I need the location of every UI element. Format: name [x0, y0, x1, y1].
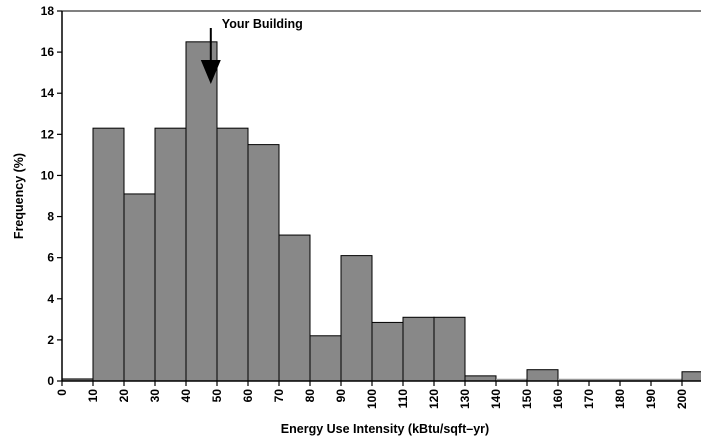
bar-40-50	[185, 41, 218, 382]
x-tick-label: 10	[86, 389, 100, 403]
x-tick-label: 140	[489, 389, 503, 409]
x-tick-label: 170	[582, 389, 596, 409]
y-tick-label: 4	[47, 292, 54, 306]
bar-20-30	[123, 193, 156, 382]
y-tick-label: 8	[47, 210, 54, 224]
x-axis-title: Energy Use Intensity (kBtu/sqft–yr)	[281, 422, 489, 436]
x-ticks-group: 0 10 20 30 40 50 60 70 80 90 100 110 120 130 140 150 160…	[55, 381, 689, 409]
x-tick-label: 100	[365, 389, 379, 409]
annotation-label: Your Building	[222, 17, 303, 31]
bar-130-140	[464, 375, 497, 382]
x-tick-label: 20	[117, 389, 131, 403]
bar-90-100	[340, 255, 373, 382]
y-axis-title: Frequency (%)	[12, 153, 26, 239]
y-tick-label: 6	[47, 251, 54, 265]
y-tick-label: 16	[41, 45, 55, 59]
bar-50-60	[216, 127, 249, 382]
bar-80-90	[309, 335, 342, 382]
x-tick-label: 120	[427, 389, 441, 409]
bar-100-110	[371, 321, 404, 382]
annotation-arrow-icon	[200, 60, 221, 84]
x-tick-label: 30	[148, 389, 162, 403]
your-building-annotation: Your Building	[200, 17, 303, 84]
x-tick-label: 90	[334, 389, 348, 403]
x-tick-label: 180	[613, 389, 627, 409]
bar-150-160	[526, 369, 559, 382]
bar-70-80	[278, 234, 311, 382]
x-tick-label: 0	[55, 389, 69, 396]
y-tick-label: 0	[47, 374, 54, 388]
x-tick-label: 50	[210, 389, 224, 403]
bar-60-70	[247, 144, 280, 382]
bar-200-more	[681, 371, 701, 382]
axes-group	[61, 10, 701, 382]
x-tick-label: 200	[675, 389, 689, 409]
y-tick-label: 10	[41, 168, 55, 182]
y-tick-label: 2	[47, 333, 54, 347]
bar-30-40	[154, 127, 187, 382]
y-tick-label: 14	[41, 86, 55, 100]
x-tick-label: 110	[396, 389, 410, 409]
x-tick-label: 80	[303, 389, 317, 403]
y-tick-label: 12	[41, 127, 55, 141]
x-tick-label: 60	[241, 389, 255, 403]
y-tick-label: 18	[41, 4, 55, 18]
x-tick-label: 130	[458, 389, 472, 409]
x-tick-label: 150	[520, 389, 534, 409]
x-tick-label: 160	[551, 389, 565, 409]
bar-110-120	[402, 316, 435, 382]
x-tick-label: 70	[272, 389, 286, 403]
x-tick-label: 40	[179, 389, 193, 403]
bar-10-20	[92, 127, 125, 382]
x-tick-label: 190	[644, 389, 658, 409]
bars-group	[61, 41, 701, 382]
y-ticks-group: 0 2 4 6 8 10 12 14 16 18	[41, 4, 62, 388]
bar-120-130	[433, 316, 466, 382]
